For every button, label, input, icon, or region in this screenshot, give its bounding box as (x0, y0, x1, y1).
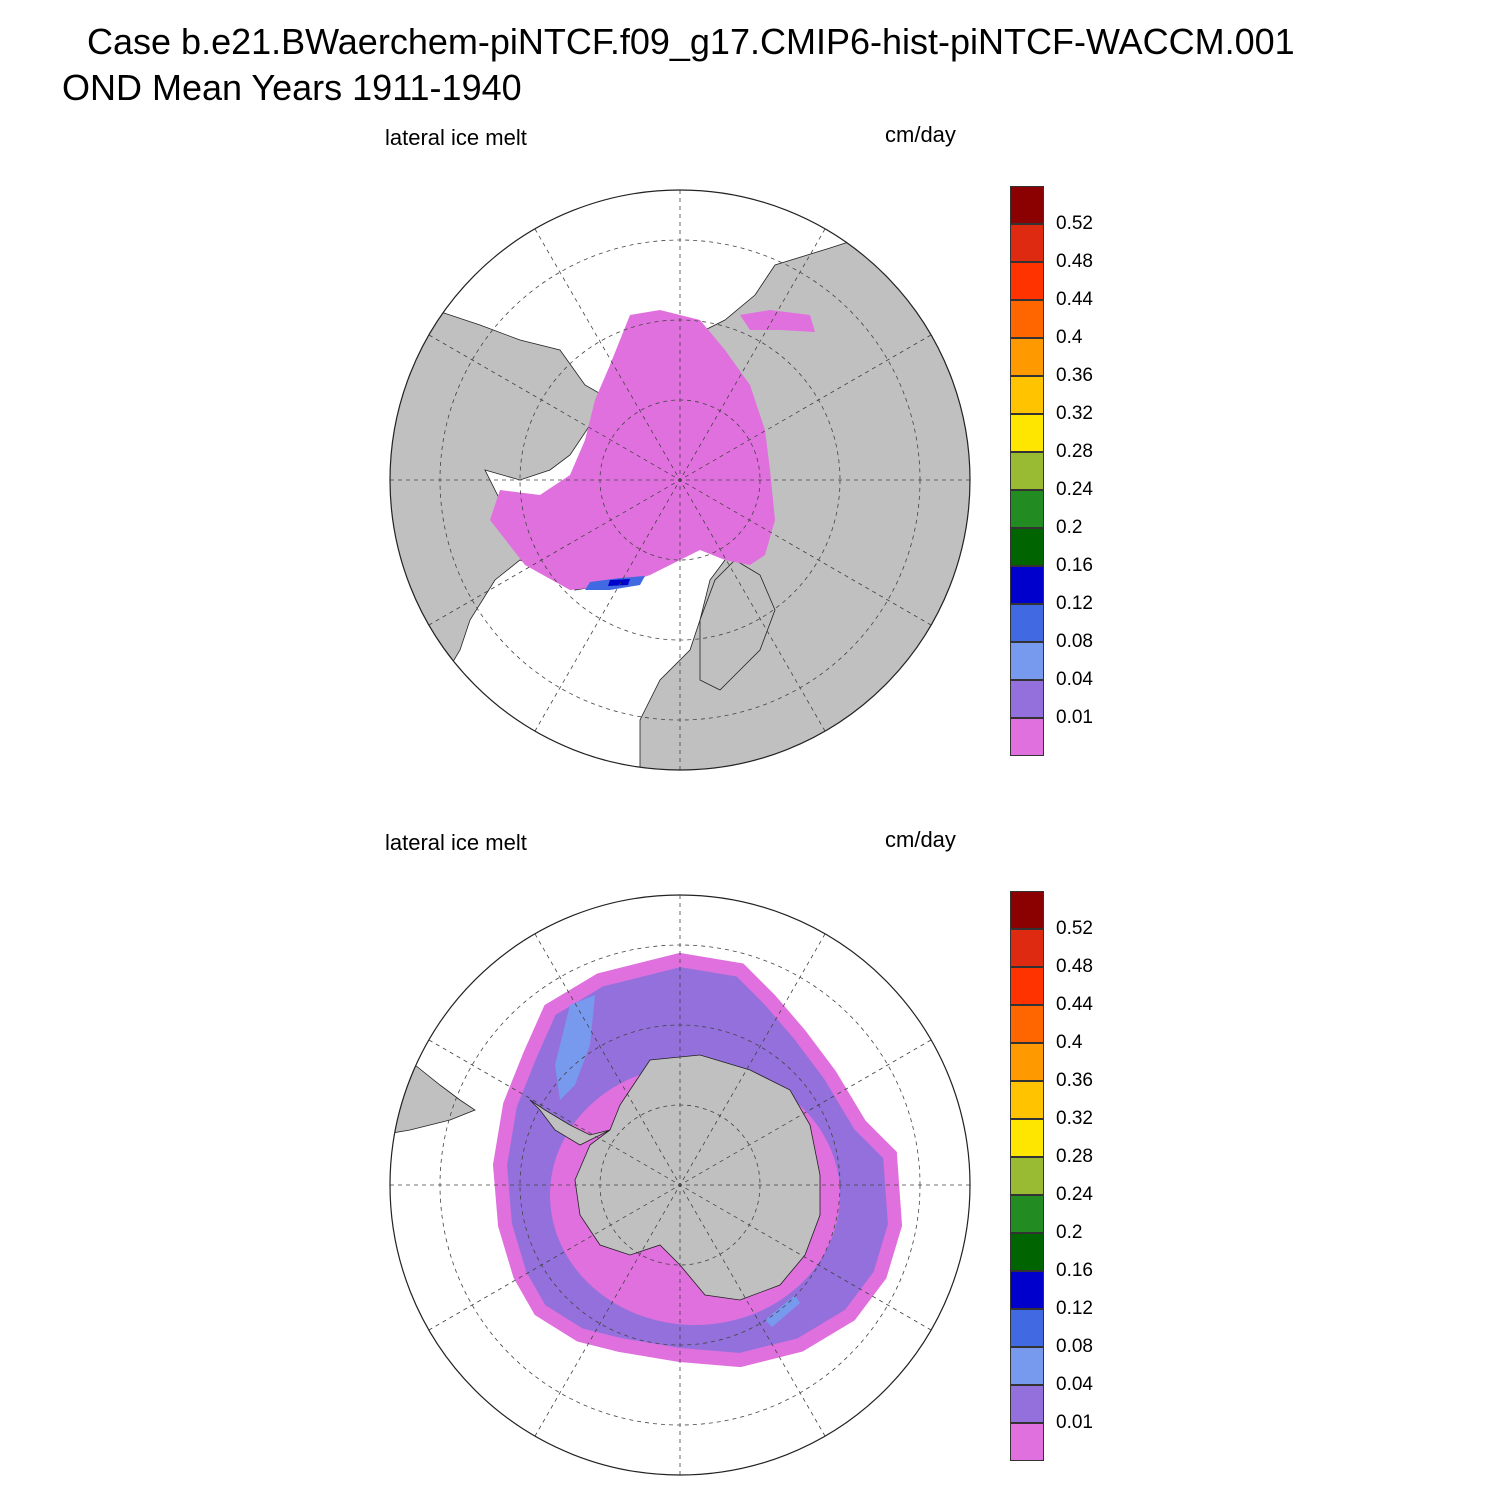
colorbar-tick-label: 0.2 (1056, 1222, 1083, 1243)
south-colorbar: 0.52 0.48 0.44 0.4 0.36 0.32 0.28 0.24 0.2 0.16 0.… (1010, 891, 1120, 1466)
colorbar-tick-label: 0.4 (1056, 327, 1083, 348)
colorbar-tick-label: 0.52 (1056, 213, 1093, 234)
colorbar-tick-label: 0.12 (1056, 1298, 1093, 1319)
colorbar-swatch (1010, 929, 1044, 967)
north-map-border (389, 189, 971, 771)
colorbar-tick-label: 0.2 (1056, 517, 1083, 538)
colorbar-swatch (1010, 490, 1044, 528)
colorbar-swatch (1010, 967, 1044, 1005)
colorbar-swatch (1010, 414, 1044, 452)
colorbar-tick-label: 0.24 (1056, 1184, 1093, 1205)
colorbar-swatch (1010, 1043, 1044, 1081)
north-polar-map (389, 189, 971, 771)
colorbar-swatch (1010, 1195, 1044, 1233)
colorbar-swatch (1010, 1347, 1044, 1385)
colorbar-tick-label: 0.36 (1056, 365, 1093, 386)
colorbar-tick-label: 0.48 (1056, 251, 1093, 272)
colorbar-tick-label: 0.16 (1056, 1260, 1093, 1281)
colorbar-tick-label: 0.48 (1056, 956, 1093, 977)
north-colorbar: 0.52 0.48 0.44 0.4 0.36 0.32 0.28 0.24 0.2 0.16 0.… (1010, 186, 1120, 761)
colorbar-tick-label: 0.32 (1056, 403, 1093, 424)
colorbar-swatch (1010, 1081, 1044, 1119)
colorbar-swatch (1010, 566, 1044, 604)
north-panel-units: cm/day (885, 122, 956, 147)
colorbar-swatch (1010, 891, 1044, 929)
colorbar-swatch (1010, 1309, 1044, 1347)
colorbar-tick-label: 0.24 (1056, 479, 1093, 500)
colorbar-tick-label: 0.16 (1056, 555, 1093, 576)
colorbar-swatch (1010, 528, 1044, 566)
figure-title: Case b.e21.BWaerchem-piNTCF.f09_g17.CMIP… (87, 21, 1295, 62)
figure-subtitle: OND Mean Years 1911-1940 (62, 67, 522, 108)
colorbar-swatch (1010, 604, 1044, 642)
colorbar-swatch (1010, 262, 1044, 300)
colorbar-tick-label: 0.32 (1056, 1108, 1093, 1129)
south-polar-map (389, 894, 971, 1476)
colorbar-swatch (1010, 1157, 1044, 1195)
colorbar-tick-label: 0.01 (1056, 1412, 1093, 1433)
colorbar-swatch (1010, 1005, 1044, 1043)
antarctica-land (574, 1054, 821, 1301)
north-panel-field-label: lateral ice melt (385, 125, 527, 150)
colorbar-swatch (1010, 376, 1044, 414)
colorbar-swatch (1010, 680, 1044, 718)
greenland-higher-melt-core (608, 579, 630, 586)
colorbar-tick-label: 0.04 (1056, 1374, 1093, 1395)
colorbar-tick-label: 0.28 (1056, 1146, 1093, 1167)
south-panel-units: cm/day (885, 827, 956, 852)
colorbar-tick-label: 0.08 (1056, 1336, 1093, 1357)
colorbar-swatch (1010, 1233, 1044, 1271)
colorbar-tick-label: 0.52 (1056, 918, 1093, 939)
colorbar-tick-label: 0.01 (1056, 707, 1093, 728)
colorbar-swatch (1010, 642, 1044, 680)
north-graticule (390, 190, 970, 770)
colorbar-tick-label: 0.08 (1056, 631, 1093, 652)
antarctic-peninsula-land (529, 1099, 611, 1146)
colorbar-swatch (1010, 452, 1044, 490)
colorbar-tick-label: 0.44 (1056, 994, 1093, 1015)
colorbar-tick-label: 0.36 (1056, 1070, 1093, 1091)
colorbar-swatch (1010, 186, 1044, 224)
southern-higher-melt-streak (765, 1295, 800, 1327)
colorbar-swatch (1010, 1119, 1044, 1157)
colorbar-swatch (1010, 1385, 1044, 1423)
bering-sea-ice (740, 310, 815, 332)
colorbar-tick-label: 0.28 (1056, 441, 1093, 462)
colorbar-swatch (1010, 1271, 1044, 1309)
colorbar-tick-label: 0.12 (1056, 593, 1093, 614)
colorbar-swatch (1010, 718, 1044, 756)
colorbar-tick-label: 0.04 (1056, 669, 1093, 690)
colorbar-swatch (1010, 1423, 1044, 1461)
south-map-border (389, 894, 971, 1476)
south-graticule (390, 895, 970, 1475)
colorbar-swatch (1010, 300, 1044, 338)
europe-land (699, 559, 776, 691)
arctic-sea-ice-low-melt (490, 310, 775, 590)
colorbar-tick-label: 0.44 (1056, 289, 1093, 310)
south-panel-field-label: lateral ice melt (385, 830, 527, 855)
colorbar-swatch (1010, 224, 1044, 262)
colorbar-swatch (1010, 338, 1044, 376)
colorbar-tick-label: 0.4 (1056, 1032, 1083, 1053)
southern-sea-ice-pink-edge (492, 952, 903, 1368)
